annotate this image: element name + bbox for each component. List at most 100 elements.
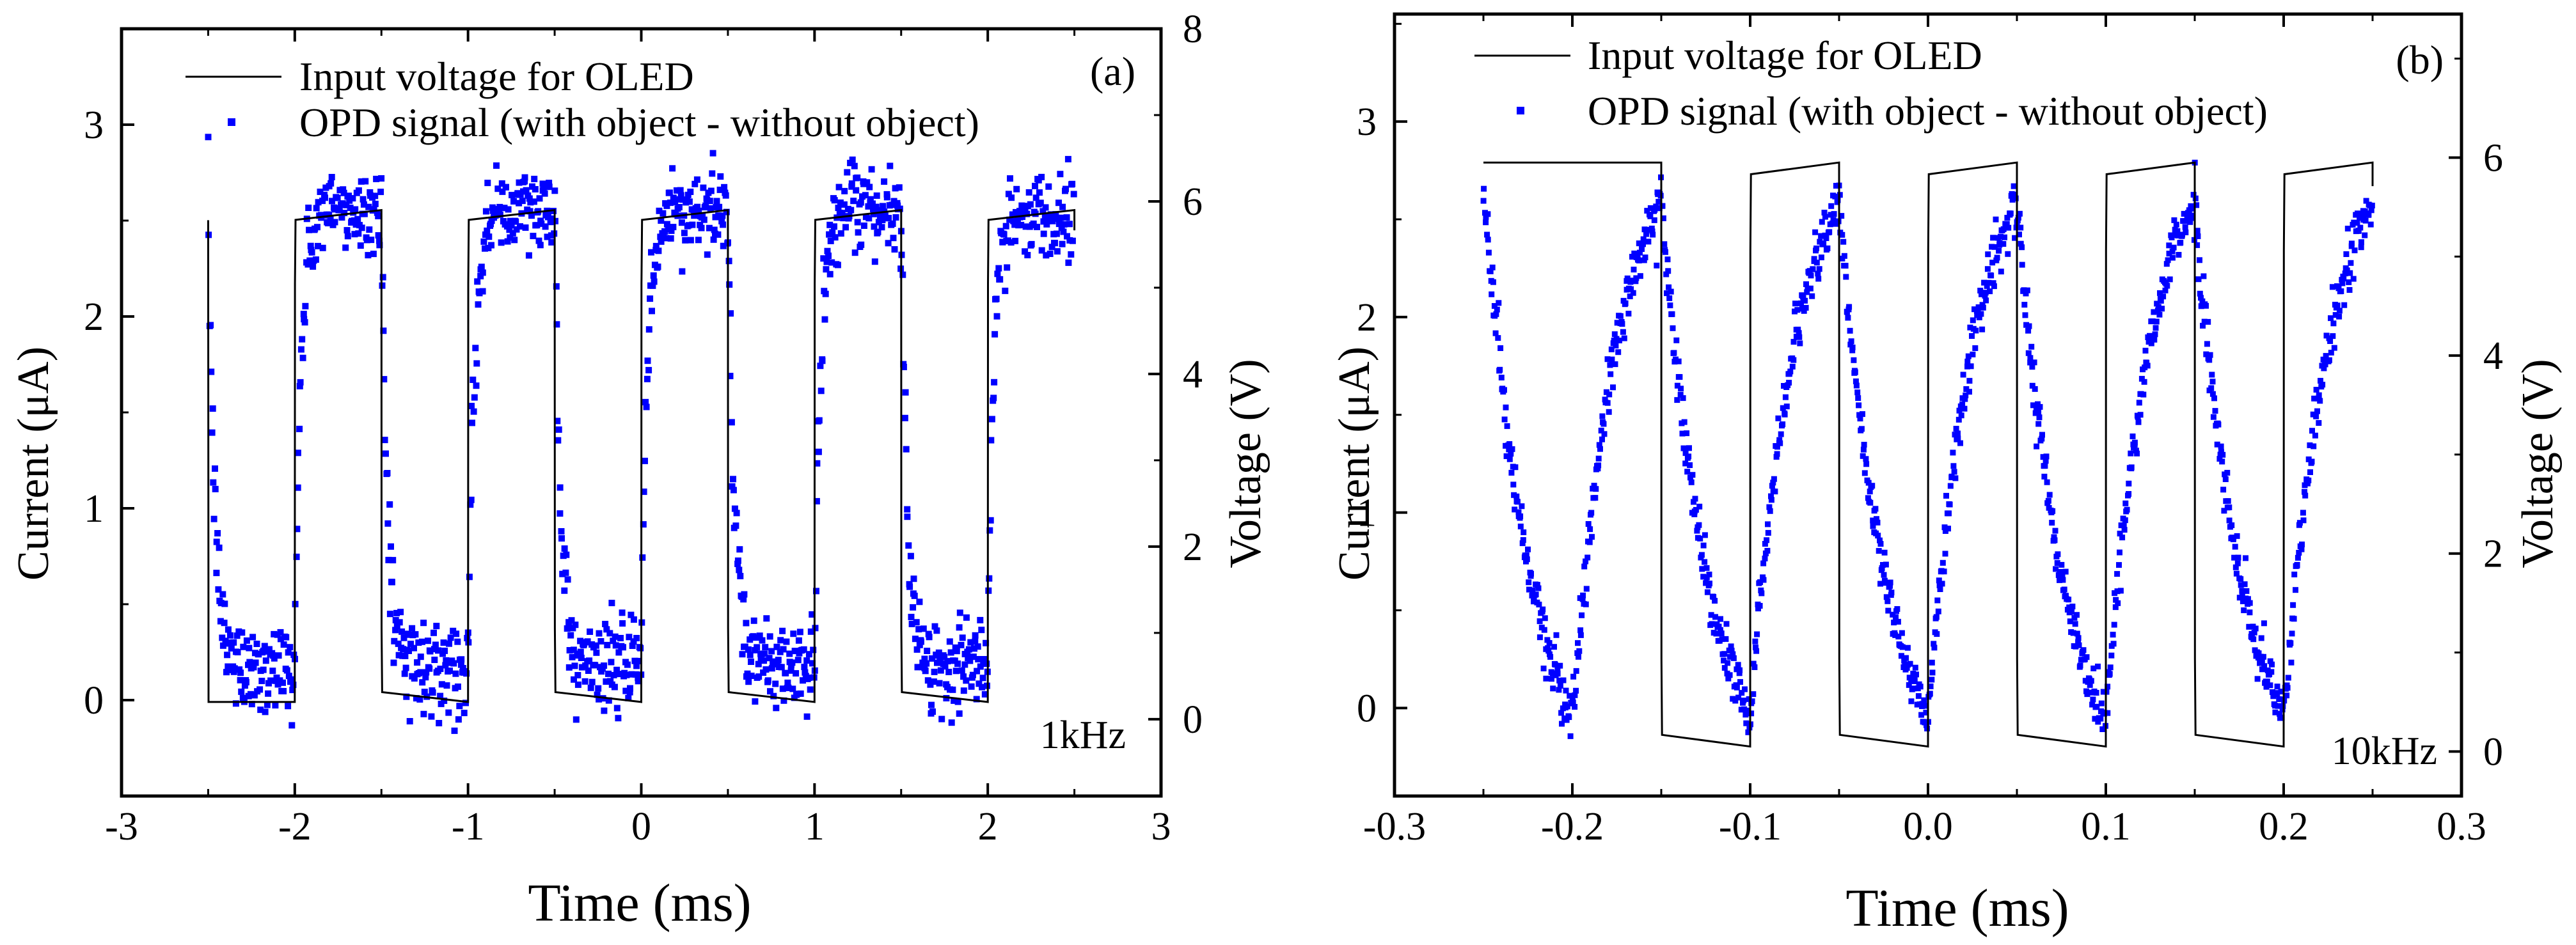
opd-data-point [2084,691,2090,698]
opd-data-point [780,697,787,704]
opd-data-point [867,196,874,203]
opd-data-point [807,686,814,693]
opd-data-point [2205,318,2211,325]
opd-data-point [1696,522,1702,528]
opd-data-point [2275,703,2281,709]
opd-data-point [946,638,953,645]
opd-data-point [1621,335,1627,341]
opd-data-point [689,221,696,228]
opd-data-point [633,635,640,641]
opd-data-point [1703,580,1709,586]
opd-data-point [2052,527,2058,534]
opd-data-point [890,235,897,242]
opd-data-point [935,649,942,656]
opd-data-point [574,681,581,688]
opd-data-point [2106,671,2113,677]
opd-data-point [2033,405,2039,412]
opd-data-point [783,638,790,645]
opd-data-point [761,650,768,657]
opd-data-point [1960,371,1966,378]
opd-data-point [1987,288,1993,295]
opd-data-point [801,664,808,671]
opd-data-point [1483,219,1489,226]
opd-data-point [257,707,264,714]
opd-data-point [2264,668,2271,673]
opd-data-point [289,687,296,694]
opd-data-point [1663,271,1670,277]
opd-data-point [1895,618,1901,625]
opd-data-point [1579,612,1585,618]
opd-data-point [816,417,823,424]
opd-data-point [827,237,834,244]
opd-data-point [2159,306,2165,312]
opd-data-point [649,282,656,289]
opd-data-point [720,242,727,249]
opd-data-point [2034,443,2040,449]
opd-data-point [797,690,804,697]
opd-data-point [915,626,922,633]
opd-data-point [1491,303,1497,309]
opd-data-point [779,627,786,634]
opd-data-point [2209,371,2215,378]
opd-data-point [663,202,670,209]
opd-data-point [2154,308,2161,313]
opd-data-point [1774,451,1780,457]
opd-data-point [626,689,633,696]
opd-data-point [2072,621,2078,627]
opd-data-point [2005,224,2012,231]
opd-data-point [1984,283,1990,289]
opd-data-point [601,707,608,714]
opd-data-point [1590,485,1596,492]
opd-data-point [2158,297,2164,304]
opd-data-point [1828,203,1835,209]
opd-data-point [1762,541,1768,547]
opd-data-point [2261,663,2268,669]
opd-data-point [1979,326,1986,332]
opd-data-point [1000,231,1007,238]
opd-data-point [824,247,831,254]
opd-data-point [1739,690,1745,696]
opd-data-point [2002,234,2007,240]
opd-data-point [1940,559,1946,566]
opd-data-point [704,251,711,258]
opd-data-point [2218,443,2224,449]
opd-data-point [667,199,674,207]
opd-data-point [535,237,542,244]
opd-data-point [694,203,701,210]
opd-data-point [1007,175,1013,182]
opd-data-point [1984,266,1991,272]
opd-data-point [296,383,303,389]
opd-data-point [261,643,268,650]
opd-data-point [2341,302,2348,308]
opd-data-point [1718,616,1723,622]
opd-data-point [656,207,663,214]
opd-data-point [842,224,849,231]
opd-data-point [1861,470,1868,476]
opd-data-point [2087,689,2094,696]
opd-data-point [2069,604,2076,610]
opd-data-point [2234,560,2241,566]
opd-data-point [972,632,979,639]
opd-data-point [1762,556,1768,561]
opd-data-point [1803,281,1809,287]
opd-data-point [577,648,584,655]
opd-data-point [294,526,301,533]
opd-data-point [1649,228,1655,235]
opd-data-point [1028,240,1035,247]
opd-data-point [2209,391,2216,397]
opd-data-point [581,678,589,685]
opd-data-point [1492,330,1499,336]
opd-data-point [1693,506,1699,513]
opd-data-point [352,206,359,213]
opd-data-point [1782,411,1788,418]
opd-data-point [956,609,963,616]
opd-data-point [796,629,803,636]
opd-data-point [375,213,382,219]
opd-data-point [417,669,424,676]
opd-data-point [1005,191,1012,198]
opd-data-point [219,642,226,649]
opd-data-point [636,657,642,664]
opd-data-point [1650,231,1656,238]
opd-data-point [1908,698,1915,705]
